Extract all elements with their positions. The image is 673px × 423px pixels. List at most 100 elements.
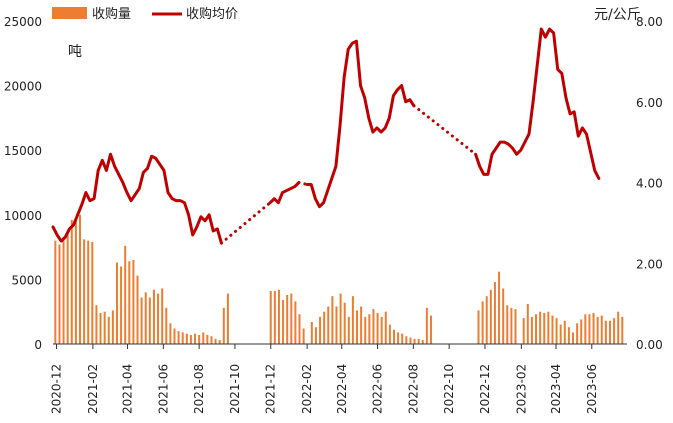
price-line [51,152,223,245]
volume-bar [273,291,276,344]
volume-bar [148,297,151,344]
volume-bar [600,315,603,344]
volume-bar [185,333,188,344]
volume-bar [376,312,379,344]
volume-bar [107,316,110,344]
volume-bar [360,306,363,344]
left-axis-unit: 吨 [68,44,82,60]
volume-bar [530,316,533,344]
volume-bar [510,307,513,344]
volume-bar [551,315,554,344]
volume-bar [380,316,383,344]
volume-bar [132,260,135,344]
right-tick-label: 8.00 [636,15,663,29]
volume-bar [576,323,579,344]
volume-bar [136,275,139,344]
volume-bar [327,306,330,344]
volume-bar [206,334,209,344]
volume-bar [563,320,566,344]
volume-bar [485,296,488,344]
volume-bar [401,333,404,344]
legend: 收购量 收购均价 [52,6,238,22]
volume-bar [604,320,607,344]
x-tick-label: 2022-06 [371,364,385,414]
volume-bar [226,293,229,344]
volume-bar [613,318,616,344]
legend-line-label: 收购均价 [186,6,238,22]
volume-bar [269,291,272,344]
volume-bar [559,324,562,344]
volume-bar [555,318,558,344]
volume-bar [543,312,546,344]
volume-bar [157,293,160,344]
volume-bar [502,288,505,344]
volume-bar [388,324,391,344]
volume-bar [397,332,400,344]
left-tick-label: 20000 [4,80,42,94]
volume-bar [95,305,98,344]
volume-bar [173,328,176,344]
volume-bar [567,327,570,344]
volume-bar [425,307,428,344]
volume-bar [194,333,197,344]
volume-bar [372,309,375,344]
volume-bar [99,312,102,344]
volume-bar [54,240,57,344]
volume-bar [177,331,180,344]
right-tick-label: 6.00 [636,96,663,110]
volume-bar [140,297,143,344]
volume-bar [526,303,529,344]
volume-bar [319,316,322,344]
left-tick-label: 10000 [4,209,42,223]
volume-bar [608,320,611,344]
volume-bar [115,262,118,344]
volume-bar [161,288,164,344]
volume-bar [310,322,313,344]
right-tick-label: 0.00 [636,338,663,352]
volume-bar [539,311,542,344]
volume-bar [169,323,172,344]
x-tick-label: 2022-04 [335,364,349,414]
volume-bar [58,244,61,344]
bar-series [54,214,624,344]
volume-bar [66,234,69,344]
volume-bar [120,266,123,344]
left-tick-label: 5000 [11,273,42,287]
x-tick-label: 2023-02 [514,364,528,414]
volume-bar [202,332,205,344]
volume-bar [70,219,73,344]
x-tick-label: 2021-02 [86,364,100,414]
volume-bar [152,289,155,344]
x-axis-ticks: 2020-12 2021-02 2021-04 2021-06 2021-08 2021-… [50,344,599,414]
volume-bar [481,301,484,344]
volume-bar [343,302,346,344]
volume-bar [356,310,359,344]
volume-bar [222,307,225,344]
x-tick-label: 2023-06 [585,364,599,414]
volume-bar [111,310,114,344]
volume-bar [477,310,480,344]
volume-bar [331,296,334,344]
price-line [474,27,601,180]
volume-bar [429,315,432,344]
volume-bar [302,328,305,344]
volume-bar [91,241,94,344]
volume-bar [189,334,192,344]
right-axis-unit: 元/公斤 [594,7,641,23]
volume-bar [364,316,367,344]
volume-bar [368,314,371,344]
volume-bar [214,338,217,344]
x-tick-label: 2021-06 [156,364,170,414]
right-axis-ticks: 0.00 2.00 4.00 6.00 8.00 [636,15,663,352]
price-line [305,39,416,209]
x-tick-label: 2021-08 [192,364,206,414]
volume-bar [592,312,595,344]
volume-bar [282,300,285,344]
x-tick-label: 2021-12 [264,364,278,414]
left-tick-label: 25000 [4,15,42,29]
volume-bar [62,236,65,344]
volume-bar [621,316,624,344]
x-tick-label: 2022-12 [478,364,492,414]
legend-bar-swatch [52,7,87,19]
